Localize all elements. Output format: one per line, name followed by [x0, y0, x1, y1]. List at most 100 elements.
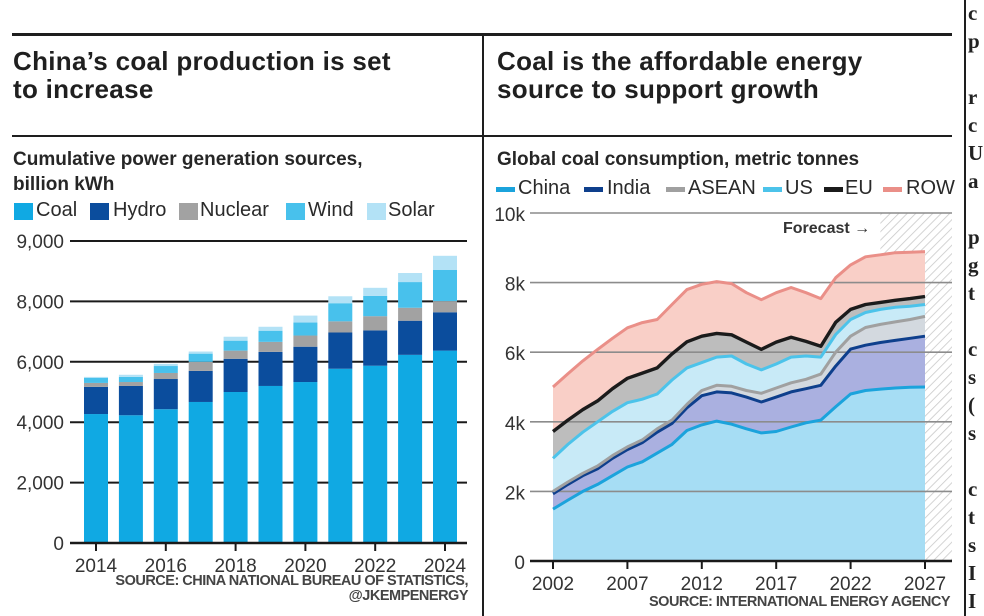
- bar-segment-hydro-2023: [398, 320, 423, 355]
- article-line-fragment: I: [968, 561, 977, 585]
- article-column-divider: [964, 0, 966, 616]
- bar-segment-coal-2023: [398, 354, 423, 543]
- legend-label-coal: Coal: [36, 199, 78, 221]
- y-tick-label: 0: [53, 534, 64, 555]
- bar-segment-hydro-2015: [118, 385, 143, 416]
- bar-segment-coal-2024: [433, 350, 457, 543]
- bar-segment-hydro-2024: [433, 312, 457, 351]
- article-line-fragment: a: [968, 169, 979, 193]
- x-tick-label: 2022: [354, 556, 396, 577]
- bar-segment-hydro-2017: [188, 370, 213, 402]
- bar-segment-coal-2015: [118, 415, 143, 543]
- bar-segment-solar-2014: [84, 376, 108, 378]
- area-band-us: [553, 304, 925, 492]
- bar-segment-nuclear-2022: [363, 316, 388, 331]
- article-line-fragment: p: [968, 225, 980, 249]
- article-line-fragment: (: [968, 393, 975, 417]
- left-chart-title-line-1: Cumulative power generation sources,: [13, 149, 363, 170]
- bar-segment-wind-2021: [328, 303, 353, 322]
- legend-label-hydro: Hydro: [113, 199, 167, 221]
- left-chart-source: SOURCE: CHINA NATIONAL BUREAU OF STATIST…: [115, 574, 468, 604]
- right-chart-source: SOURCE: INTERNATIONAL ENERGY AGENCY: [649, 594, 951, 610]
- legend-label-nuclear: Nuclear: [200, 199, 269, 221]
- article-line-fragment: s: [968, 533, 977, 557]
- right-source-text: SOURCE: INTERNATIONAL ENERGY AGENCY: [649, 594, 951, 610]
- article-line-fragment: t: [968, 505, 975, 529]
- y-tick-label: 4,000: [16, 413, 64, 434]
- y-tick-label: 8,000: [16, 292, 64, 313]
- bar-segment-nuclear-2023: [398, 307, 423, 321]
- bar-segment-hydro-2018: [223, 358, 248, 392]
- left-chart-title-line-2: billion kWh: [13, 174, 115, 195]
- x-tick-label: 2027: [904, 574, 946, 595]
- article-line-fragment: t: [968, 281, 975, 305]
- x-tick-label: 2002: [532, 574, 574, 595]
- legend-line-eu: [824, 187, 843, 192]
- legend-label-wind: Wind: [308, 199, 354, 221]
- bar-segment-nuclear-2015: [118, 382, 143, 386]
- bar-segment-nuclear-2014: [84, 382, 108, 387]
- x-tick-label: 2007: [606, 574, 648, 595]
- article-line-fragment: r: [968, 85, 978, 109]
- bar-segment-wind-2016: [153, 366, 178, 373]
- left-chart-power-generation: 0 2,000 4,000 6,000 8,000 9,000 2014 2016 2018 20…: [16, 232, 467, 577]
- bar-segment-solar-2015: [118, 374, 143, 377]
- y-tick-label: 9,000: [16, 232, 64, 253]
- x-tick-label: 2012: [681, 574, 723, 595]
- bar-segment-wind-2017: [188, 353, 213, 362]
- right-chart-coal-consumption: 0 2k 4k 6k 8k 10k 2002 2007 2012 2017 2022 2027: [494, 205, 952, 595]
- left-headline: China’s coal production is set to increa…: [13, 46, 391, 104]
- bar-segment-wind-2014: [84, 377, 108, 383]
- x-tick-label: 2016: [145, 556, 187, 577]
- left-headline-line-1: China’s coal production is set: [13, 46, 391, 76]
- area-band-eu: [553, 296, 925, 459]
- article-line-fragment: g: [968, 253, 979, 277]
- legend-label-india: India: [607, 177, 651, 199]
- left-headline-line-2: to increase: [13, 73, 154, 104]
- left-chart-title: Cumulative power generation sources, bil…: [13, 147, 362, 197]
- legend-swatch-wind: [286, 203, 305, 220]
- bar-segment-wind-2015: [118, 376, 143, 383]
- x-tick-label: 2024: [424, 556, 467, 577]
- forecast-annotation: Forecast →: [783, 220, 871, 237]
- bar-segment-nuclear-2020: [293, 335, 318, 347]
- area-band-asean: [553, 316, 925, 494]
- bar-segment-hydro-2021: [328, 332, 353, 369]
- y-tick-label: 2,000: [16, 474, 64, 495]
- legend-line-us: [763, 187, 782, 192]
- bar-segment-solar-2021: [328, 296, 353, 304]
- bar-segment-hydro-2014: [84, 386, 108, 415]
- bar-segment-solar-2018: [223, 336, 248, 341]
- x-tick-label: 2020: [284, 556, 326, 577]
- y-tick-label: 10k: [494, 205, 525, 226]
- legend-line-asean: [666, 187, 685, 192]
- bar-segment-solar-2020: [293, 315, 318, 323]
- bar-segment-solar-2022: [363, 287, 388, 296]
- right-headline-line-1: Coal is the affordable energy: [497, 46, 863, 76]
- bar-segment-solar-2017: [188, 351, 213, 354]
- bar-segment-hydro-2019: [258, 351, 283, 386]
- y-tick-label: 6k: [505, 344, 526, 365]
- series-line-india: [552, 334, 926, 496]
- article-line-fragment: s: [968, 365, 977, 389]
- right-chart-title: Global coal consumption, metric tonnes: [497, 147, 859, 172]
- bar-segment-coal-2020: [293, 382, 318, 543]
- series-line-china: [552, 385, 926, 511]
- bar-segment-coal-2018: [223, 392, 248, 543]
- bar-segment-solar-2016: [153, 363, 178, 367]
- bar-segment-wind-2023: [398, 282, 423, 308]
- area-band-row: [553, 251, 925, 432]
- bar-segment-solar-2023: [398, 273, 423, 283]
- left-source-credit: @JKEMPENERGY: [348, 588, 469, 604]
- panel-divider: [482, 34, 484, 616]
- x-tick-label: 2018: [214, 556, 256, 577]
- bar-segment-wind-2024: [433, 269, 457, 302]
- legend-label-row: ROW: [906, 177, 955, 199]
- bar-segment-hydro-2016: [153, 379, 178, 410]
- bar-segment-nuclear-2018: [223, 350, 248, 359]
- bar-segment-wind-2020: [293, 322, 318, 336]
- left-source-text: SOURCE: CHINA NATIONAL BUREAU OF STATIST…: [115, 573, 468, 589]
- y-tick-label: 6,000: [16, 353, 64, 374]
